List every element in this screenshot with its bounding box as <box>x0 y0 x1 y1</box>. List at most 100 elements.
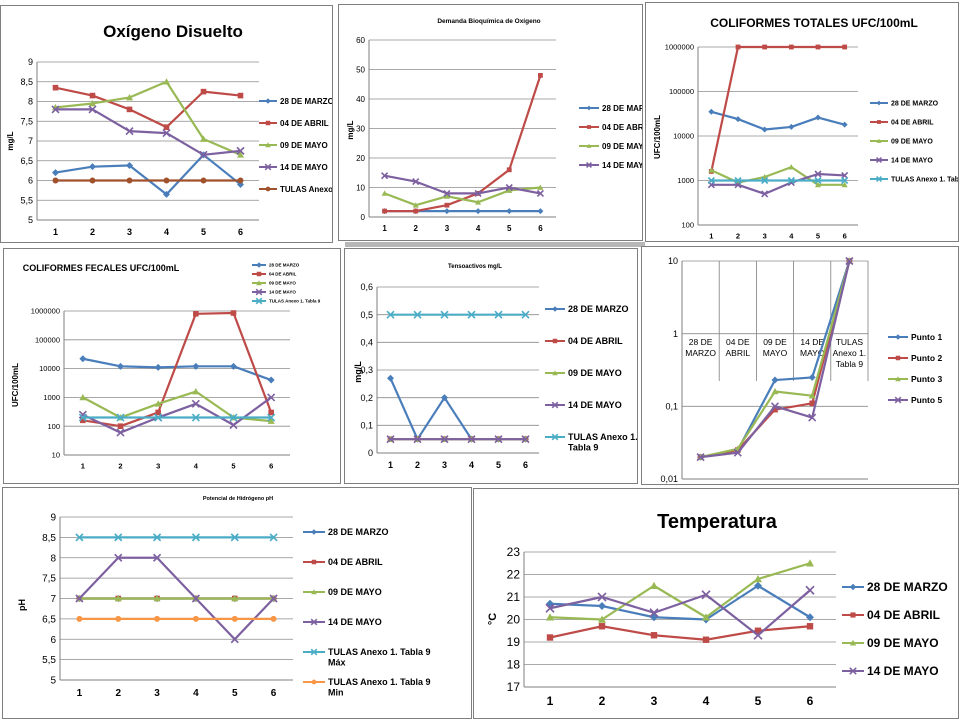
chart-cf-series-line <box>82 357 272 382</box>
chart-ph-legend-marker <box>310 648 318 656</box>
chart-dbo-x-tick-label: 3 <box>445 224 450 233</box>
chart-cf-legend-entry: 14 DE MAYO <box>252 288 296 296</box>
chart-dbo-data-point <box>474 189 482 197</box>
chart-od-y-tick-label: 6 <box>28 176 33 186</box>
chart-dbo-y-tick-label: 40 <box>356 95 365 104</box>
chart-puntos-data-point <box>696 453 705 462</box>
chart-temp-x-tick-label: 1 <box>547 694 554 708</box>
chart-temp-data-point <box>598 602 606 610</box>
chart-ph-y-tick-label: 8 <box>50 553 56 564</box>
chart-dbo-legend-marker <box>586 105 592 111</box>
chart-od-y-tick-label: 5,5 <box>20 195 33 205</box>
chart-od-x-tick-label: 2 <box>90 227 95 237</box>
chart-puntos-legend-entry: Punto 3 <box>888 374 942 384</box>
chart-temp-data-point <box>650 581 658 589</box>
chart-temp-data-point <box>806 623 814 630</box>
chart-puntos-legend-marker <box>895 334 901 340</box>
chart-temp-y-tick-label: 21 <box>507 590 521 604</box>
chart-ct-legend-label: TULAS Anexo 1. Tabla 9 <box>891 176 959 183</box>
chart-ct-data-point <box>761 190 769 198</box>
chart-od-data-point <box>163 177 170 184</box>
chart-od-data-point <box>200 177 207 184</box>
chart-puntos-x-tick-label-part: MAYO <box>763 348 788 358</box>
chart-tenso-legend-marker <box>552 338 558 344</box>
chart-puntos-legend-marker <box>895 355 901 361</box>
chart-cf-legend-marker <box>256 271 262 277</box>
chart-svg-tensoactivos: 0 0,1 0,2 0,3 0,4 0,5 0,6 1 2 3 4 5 6 Tensoactivos mg… <box>353 264 637 470</box>
chart-cf-y-tick-label: 10 <box>52 451 60 460</box>
chart-cf-data-point <box>154 363 162 371</box>
chart-tenso-data-point <box>494 435 503 444</box>
chart-puntos-data-point <box>771 388 779 395</box>
chart-dbo-data-point <box>537 208 544 215</box>
chart-cf-data-point <box>78 413 87 422</box>
chart-ct-data-point <box>708 167 715 173</box>
chart-ct-data-point <box>815 44 821 50</box>
chart-ph-y-axis-label: pH <box>17 599 27 611</box>
chart-puntos-legend-entry: Punto 5 <box>888 395 942 405</box>
chart-od-series-line <box>55 108 241 156</box>
chart-tenso-data-point <box>467 310 476 319</box>
chart-ct-x-tick-label: 2 <box>736 232 740 241</box>
chart-temp-data-point <box>650 632 658 639</box>
chart-tenso-legend-entry: 14 DE MAYO <box>545 400 622 410</box>
chart-cf-data-point <box>193 310 199 317</box>
chart-puntos-series-4 <box>696 256 854 462</box>
chart-temp-y-tick-label: 22 <box>507 568 521 582</box>
chart-ct-data-point <box>815 181 821 188</box>
chart-dbo-series-line <box>384 186 541 207</box>
chart-ph-y-tick-label: 6 <box>50 635 56 646</box>
chart-puntos-legend-marker <box>894 396 902 404</box>
chart-ct-data-point <box>787 176 795 185</box>
chart-ph-y-tick-label: 9 <box>50 513 56 524</box>
chart-cf-data-point <box>230 310 237 316</box>
chart-temp-data-point <box>598 623 606 630</box>
chart-ct-x-tick-label: 6 <box>843 232 847 241</box>
chart-ph-x-tick-label: 1 <box>77 688 83 699</box>
chart-cf-data-point <box>117 423 124 429</box>
chart-od-legend-entry: TULAS Anexo 1. Tabla 9 <box>259 185 332 194</box>
chart-tenso-x-tick-label: 3 <box>442 460 447 470</box>
chart-tenso-series-5 <box>386 310 530 319</box>
chart-od-data-point <box>52 84 59 91</box>
chart-cf-x-tick-label: 2 <box>118 462 122 471</box>
chart-cf-legend-marker <box>255 297 263 305</box>
chart-cf-y-tick-label: 100000 <box>35 335 60 344</box>
chart-dbo-legend-entry: 28 DE MARZO <box>579 104 642 113</box>
chart-temp-legend-label: 04 DE ABRIL <box>867 608 940 622</box>
chart-temp-y-axis-label: °C <box>487 613 499 625</box>
chart-panel-coliformes-totales: 100 1000 10000 100000 1000000 1 2 3 4 5 6 COLIFORME… <box>645 2 959 242</box>
chart-cf-x-tick-label: 4 <box>194 462 199 471</box>
chart-tenso-data-point <box>386 310 395 319</box>
chart-od-y-tick-label: 7,5 <box>20 116 33 126</box>
chart-ct-data-point <box>788 44 794 50</box>
chart-dbo-x-tick-label: 1 <box>382 224 387 233</box>
chart-cf-data-point <box>80 417 86 424</box>
chart-temp-data-point <box>805 585 815 595</box>
chart-ct-x-tick-label: 4 <box>789 232 794 241</box>
chart-temp-legend-label: 09 DE MAYO <box>867 636 939 650</box>
chart-ph-legend-marker <box>310 618 318 626</box>
chart-tenso-data-point <box>521 435 530 444</box>
chart-ct-x-tick-label: 1 <box>709 232 713 241</box>
chart-cf-legend-marker <box>256 262 262 268</box>
chart-svg-oxigeno-disuelto: 5 5,5 6 6,5 7 7,5 8 8,5 9 1 2 3 4 5 6 Oxígeno Disuelto m… <box>6 22 332 237</box>
chart-cf-data-point <box>155 409 161 416</box>
chart-cf-y-tick-label: 100 <box>47 422 60 431</box>
chart-ph-legend-marker <box>311 679 317 685</box>
chart-dbo-data-point <box>381 172 389 180</box>
chart-cf-series-1 <box>79 355 275 384</box>
chart-puntos-series-3 <box>697 257 853 460</box>
chart-panel-dbo: 0 10 20 30 40 50 60 1 2 3 4 5 6 Demanda Bioquímica de… <box>338 4 643 241</box>
chart-temp-data-point <box>546 613 554 621</box>
chart-ph-y-tick-label: 8,5 <box>42 533 56 544</box>
chart-temp-x-tick-label: 2 <box>599 694 606 708</box>
chart-dbo-data-point <box>443 208 450 215</box>
chart-temp-data-point <box>649 608 659 618</box>
chart-puntos-legend-label: Punto 1 <box>911 332 942 342</box>
chart-temp-legend-label: 28 DE MARZO <box>867 580 948 594</box>
chart-ph-y-tick-label: 7 <box>50 594 56 605</box>
chart-temp-data-point <box>806 613 814 622</box>
chart-od-data-point <box>126 177 133 184</box>
